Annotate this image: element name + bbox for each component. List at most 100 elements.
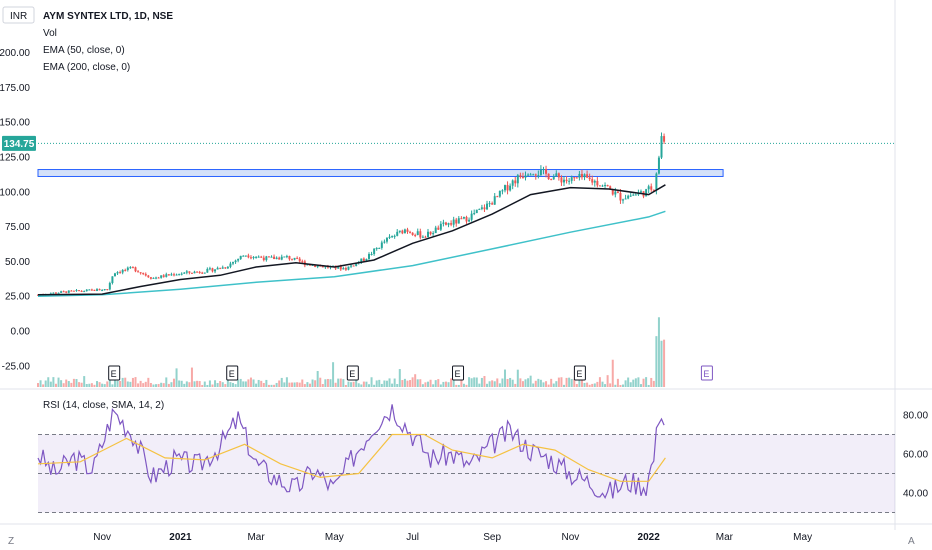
- candle-body[interactable]: [393, 235, 396, 237]
- candle-body[interactable]: [509, 185, 512, 191]
- candle-body[interactable]: [129, 267, 132, 269]
- candle-body[interactable]: [219, 267, 222, 269]
- candle-body[interactable]: [380, 242, 383, 248]
- candle-body[interactable]: [72, 290, 75, 292]
- time-axis[interactable]: Nov 2021 Mar May Jul Sep Nov 2022 Mar May: [93, 532, 812, 543]
- candle-body[interactable]: [360, 258, 363, 263]
- candle-body[interactable]: [470, 213, 473, 220]
- candle-body[interactable]: [578, 173, 581, 178]
- candle-body[interactable]: [196, 271, 199, 273]
- candle-body[interactable]: [457, 218, 460, 224]
- candle-body[interactable]: [162, 275, 165, 277]
- candle-body[interactable]: [550, 179, 553, 181]
- candle-body[interactable]: [416, 231, 419, 235]
- candle-body[interactable]: [121, 269, 124, 273]
- candle-body[interactable]: [580, 173, 583, 178]
- candle-body[interactable]: [552, 176, 555, 180]
- candle-body[interactable]: [324, 266, 327, 268]
- candle-body[interactable]: [232, 262, 235, 264]
- candle-body[interactable]: [444, 222, 447, 225]
- candle-body[interactable]: [365, 258, 368, 261]
- candle-body[interactable]: [142, 272, 145, 274]
- candle-body[interactable]: [398, 230, 401, 232]
- candle-body[interactable]: [406, 229, 409, 232]
- candle-body[interactable]: [137, 271, 140, 273]
- candle-body[interactable]: [70, 290, 73, 292]
- candle-body[interactable]: [496, 196, 499, 198]
- candle-body[interactable]: [385, 237, 388, 242]
- candle-body[interactable]: [455, 219, 458, 224]
- candle-body[interactable]: [285, 256, 288, 258]
- candle-body[interactable]: [252, 256, 255, 258]
- candle-body[interactable]: [342, 268, 345, 270]
- candle-body[interactable]: [144, 273, 147, 276]
- ema50-line[interactable]: [37, 184, 666, 296]
- candle-body[interactable]: [401, 230, 404, 234]
- candle-body[interactable]: [160, 275, 163, 278]
- candle-body[interactable]: [493, 196, 496, 205]
- candle-body[interactable]: [85, 289, 88, 292]
- candle-body[interactable]: [624, 198, 627, 200]
- candle-body[interactable]: [155, 277, 158, 279]
- candle-body[interactable]: [249, 257, 252, 259]
- candle-body[interactable]: [601, 185, 604, 187]
- candle-body[interactable]: [83, 291, 86, 293]
- candle-body[interactable]: [214, 269, 217, 272]
- candle-body[interactable]: [111, 276, 114, 284]
- candle-body[interactable]: [347, 266, 350, 270]
- candle-body[interactable]: [650, 186, 653, 190]
- candle-body[interactable]: [421, 236, 424, 238]
- candle-body[interactable]: [147, 275, 150, 278]
- candle-body[interactable]: [244, 255, 247, 257]
- candle-body[interactable]: [206, 268, 209, 273]
- candle-body[interactable]: [491, 203, 494, 205]
- candle-body[interactable]: [126, 267, 129, 271]
- earnings-marker[interactable]: [700, 365, 713, 381]
- candle-body[interactable]: [514, 180, 517, 184]
- candle-body[interactable]: [588, 177, 591, 180]
- candle-body[interactable]: [352, 265, 355, 267]
- candle-body[interactable]: [429, 231, 432, 235]
- candle-body[interactable]: [611, 189, 614, 195]
- candle-body[interactable]: [255, 256, 258, 258]
- auto-scale-icon[interactable]: A: [908, 536, 915, 547]
- candle-body[interactable]: [314, 264, 317, 267]
- candle-body[interactable]: [614, 191, 617, 195]
- candle-body[interactable]: [57, 292, 60, 294]
- candles-group[interactable]: [37, 132, 666, 296]
- candle-body[interactable]: [604, 185, 607, 187]
- candle-body[interactable]: [152, 277, 155, 279]
- candle-body[interactable]: [131, 267, 134, 269]
- candle-body[interactable]: [506, 185, 509, 191]
- candle-body[interactable]: [488, 203, 491, 205]
- candle-body[interactable]: [439, 223, 442, 230]
- candle-body[interactable]: [606, 185, 609, 187]
- candle-body[interactable]: [660, 136, 663, 158]
- candle-body[interactable]: [242, 255, 245, 257]
- candle-body[interactable]: [414, 234, 417, 236]
- candle-body[interactable]: [234, 260, 237, 263]
- candle-body[interactable]: [475, 209, 478, 214]
- candle-body[interactable]: [367, 254, 370, 259]
- candle-body[interactable]: [486, 203, 489, 210]
- candle-body[interactable]: [639, 191, 642, 193]
- candle-body[interactable]: [226, 266, 229, 269]
- candle-body[interactable]: [596, 180, 599, 186]
- candle-body[interactable]: [545, 169, 548, 174]
- candle-body[interactable]: [465, 216, 468, 222]
- candle-body[interactable]: [267, 256, 270, 258]
- candle-body[interactable]: [424, 236, 427, 238]
- candle-body[interactable]: [275, 257, 278, 260]
- symbol-legend[interactable]: INR AYM SYNTEX LTD, 1D, NSE Vol EMA (50,…: [2, 6, 173, 73]
- candle-body[interactable]: [65, 291, 68, 293]
- candle-body[interactable]: [616, 191, 619, 193]
- last-price-tag[interactable]: [2, 135, 36, 151]
- ema200-line[interactable]: [37, 210, 666, 297]
- candle-body[interactable]: [247, 255, 250, 258]
- candle-body[interactable]: [54, 292, 57, 294]
- candle-body[interactable]: [180, 273, 183, 275]
- candle-body[interactable]: [655, 173, 658, 191]
- candle-body[interactable]: [575, 177, 578, 179]
- candle-body[interactable]: [37, 294, 39, 296]
